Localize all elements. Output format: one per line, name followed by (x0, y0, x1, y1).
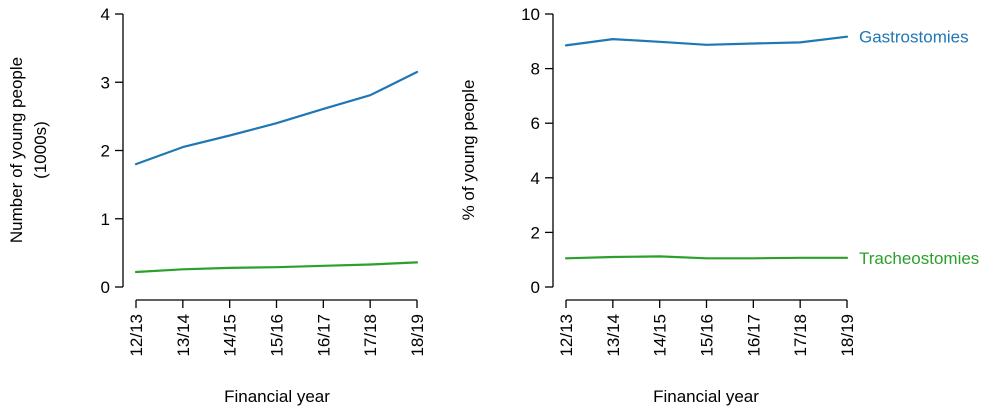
y-tick-label: 10 (521, 5, 540, 24)
y-tick-label: 3 (101, 73, 110, 92)
series-line-gastrostomies (134, 70, 419, 166)
x-tick-label: 15/16 (698, 314, 717, 357)
y-tick-label: 0 (101, 278, 110, 297)
y-axis-title: Number of young people (7, 57, 26, 243)
y-tick-label: 4 (531, 169, 540, 188)
x-tick-label: 13/14 (174, 314, 193, 357)
x-tick-label: 12/13 (127, 314, 146, 357)
y-tick-label: 2 (531, 223, 540, 242)
x-axis-title: Financial year (653, 387, 759, 406)
x-tick-label: 12/13 (557, 314, 576, 357)
x-tick-label: 14/15 (221, 314, 240, 357)
series-label-tracheostomies: Tracheostomies (859, 249, 979, 268)
y-tick-label: 1 (101, 210, 110, 229)
x-tick-label: 18/19 (408, 314, 427, 357)
series-line-gastrostomies (564, 35, 849, 47)
chart-panel-1: 0 1 2 3 4 12/13 13/14 14/15 15/16 16/17 17/18 18/19… (7, 5, 427, 406)
y-tick-label: 4 (101, 5, 110, 24)
x-tick-label: 17/18 (791, 314, 810, 357)
series-label-gastrostomies: Gastrostomies (859, 28, 969, 47)
x-tick-label: 15/16 (268, 314, 287, 357)
y-tick-label: 6 (531, 114, 540, 133)
y-tick-label: 8 (531, 60, 540, 79)
x-axis-title: Financial year (224, 387, 330, 406)
x-tick-label: 16/17 (314, 314, 333, 357)
y-axis-title: (1000s) (31, 121, 50, 179)
x-tick-label: 14/15 (651, 314, 670, 357)
x-tick-label: 17/18 (361, 314, 380, 357)
y-tick-label: 2 (101, 142, 110, 161)
chart-panel-2: 0 2 4 6 8 10 12/13 13/14 14/15 15/16 16/17 17/18 18/… (459, 5, 979, 406)
y-axis-title: % of young people (459, 80, 478, 221)
y-tick-label: 0 (531, 278, 540, 297)
series-line-tracheostomies (564, 255, 849, 260)
x-tick-label: 16/17 (744, 314, 763, 357)
x-tick-label: 18/19 (838, 314, 857, 357)
x-tick-label: 13/14 (604, 314, 623, 357)
